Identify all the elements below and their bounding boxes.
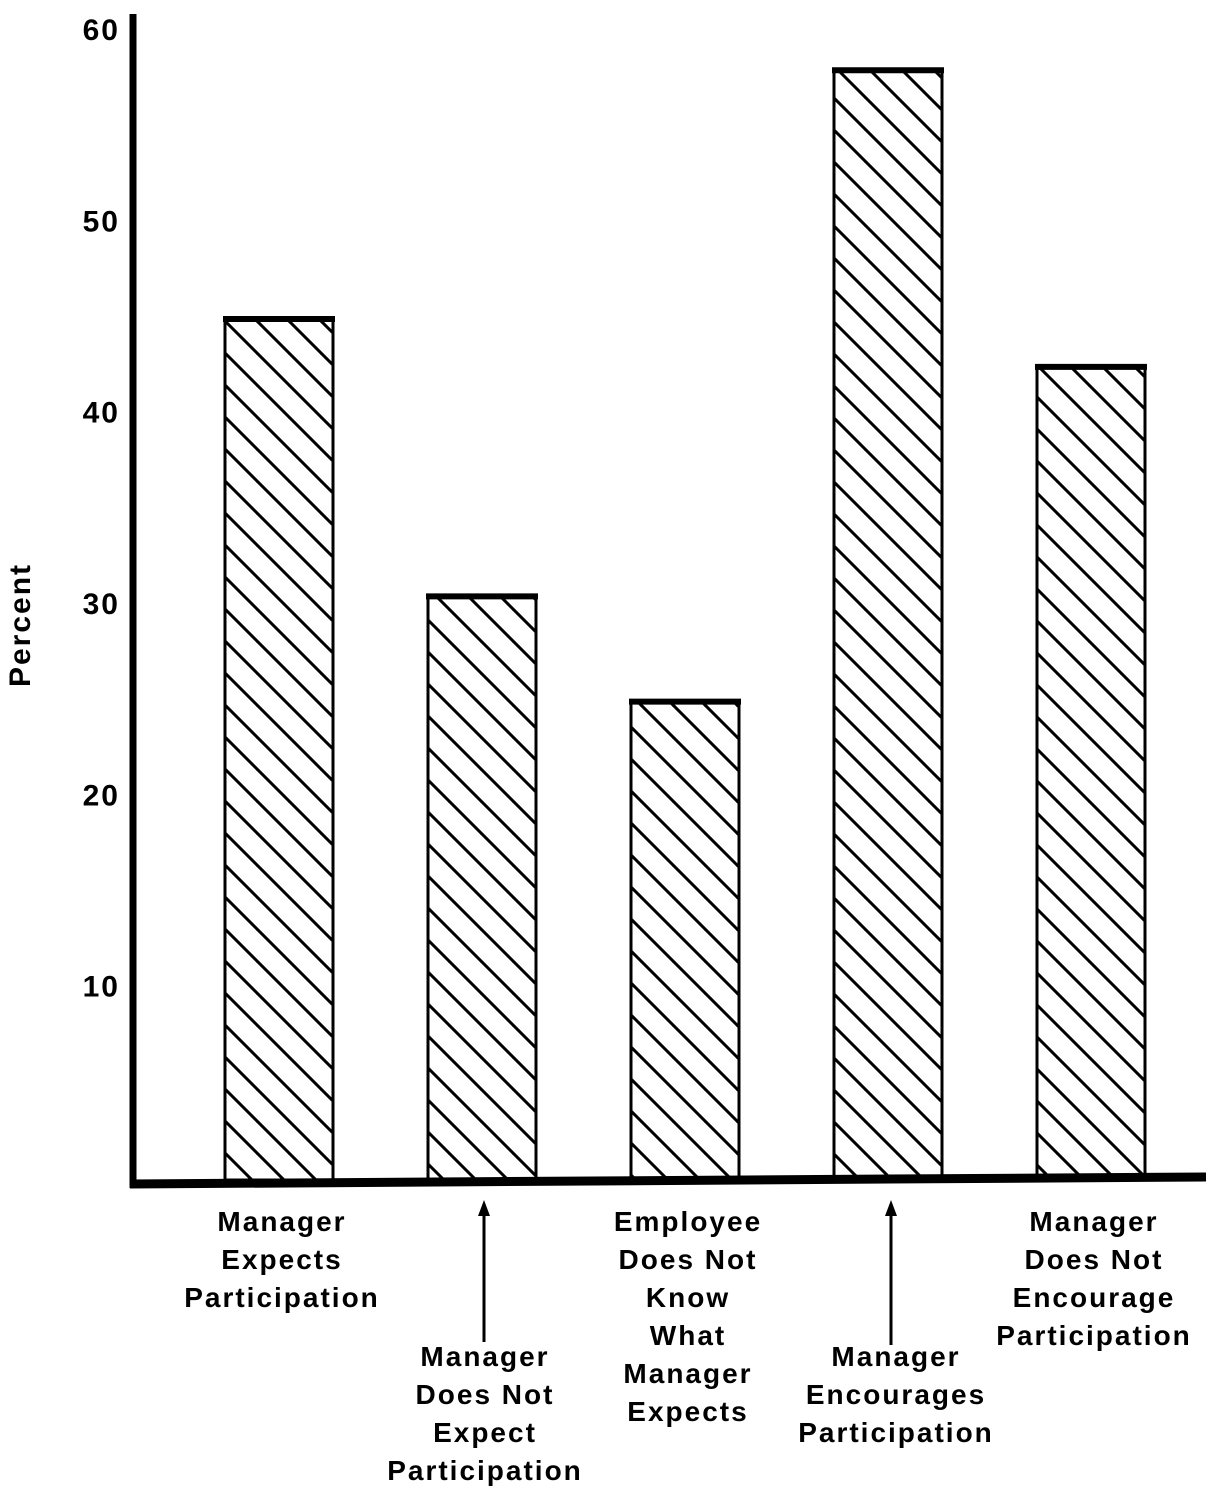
y-tick-label: 60 (83, 14, 120, 47)
bar (1035, 365, 1147, 1182)
bar (223, 317, 335, 1182)
arrow-head (478, 1200, 490, 1216)
y-tick-label: 30 (83, 588, 120, 621)
x-tick-label: Manager Encourages Participation (798, 1341, 994, 1448)
x-tick-label: Manager Does Not Encourage Participation (996, 1206, 1192, 1351)
y-axis-label: Percent (4, 563, 37, 687)
y-tick-label: 10 (83, 971, 120, 1004)
x-tick-label: Manager Expects Participation (184, 1206, 380, 1313)
arrow-head (885, 1200, 897, 1216)
x-tick-label: Manager Does Not Expect Participation (387, 1341, 583, 1486)
bar (426, 594, 538, 1182)
x-tick-label: Employee Does Not Know What Manager Expe… (613, 1206, 763, 1427)
y-tick-label: 40 (83, 397, 120, 430)
bar (629, 700, 741, 1182)
bar (832, 68, 944, 1182)
y-tick-label: 20 (83, 779, 120, 812)
y-tick-label: 50 (83, 205, 120, 238)
